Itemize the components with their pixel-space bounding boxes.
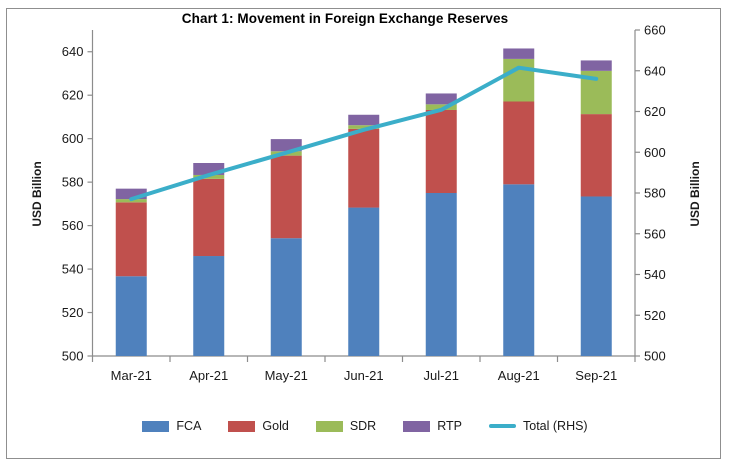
- x-axis-category-label: Jun-21: [344, 368, 384, 383]
- y-axis-left-tick-label: 640: [62, 44, 84, 59]
- y-axis-right-tick-label: 660: [644, 23, 666, 38]
- bar-segment-rtp-may-21: [270, 139, 302, 152]
- y-axis-left-tick-label: 580: [62, 175, 84, 190]
- bar-segment-gold-sep-21: [580, 114, 612, 197]
- y-axis-left-tick-label: 540: [62, 262, 84, 277]
- bar-segment-rtp-jul-21: [425, 93, 457, 105]
- x-axis-category-label: Sep-21: [575, 368, 617, 383]
- bar-segment-rtp-aug-21: [503, 48, 535, 59]
- x-axis-category-label: Jul-21: [424, 368, 459, 383]
- y-axis-right-tick-label: 540: [644, 267, 666, 282]
- bar-segment-sdr-jun-21: [348, 125, 380, 129]
- y-axis-left-tick-label: 500: [62, 349, 84, 364]
- legend-color-swatch: [142, 420, 170, 432]
- x-axis-category-label: Apr-21: [189, 368, 228, 383]
- bar-segment-rtp-jun-21: [348, 114, 380, 126]
- legend-label: Total (RHS): [523, 419, 588, 433]
- x-axis-category-label: Mar-21: [111, 368, 152, 383]
- legend-item-fca: FCA: [142, 419, 201, 433]
- legend-item-sdr: SDR: [315, 419, 377, 433]
- y-axis-right-tick-label: 560: [644, 226, 666, 241]
- bar-segment-rtp-apr-21: [193, 163, 225, 175]
- y-axis-right-tick-label: 600: [644, 145, 666, 160]
- legend-item-gold: Gold: [228, 419, 289, 433]
- x-axis-category-label: Aug-21: [498, 368, 540, 383]
- bar-segment-rtp-mar-21: [115, 188, 147, 200]
- total-line: [129, 65, 599, 202]
- bar-segment-gold-apr-21: [193, 178, 225, 257]
- bar-segment-sdr-aug-21: [503, 58, 535, 102]
- bar-segment-fca-jun-21: [348, 207, 380, 356]
- bar-segment-gold-aug-21: [503, 101, 535, 185]
- legend-color-swatch: [315, 420, 343, 432]
- bar-segment-fca-apr-21: [193, 256, 225, 356]
- chart-legend: FCA Gold SDR RTP Total (RHS): [0, 419, 730, 433]
- y-axis-right-tick-label: 640: [644, 63, 666, 78]
- bar-segment-rtp-sep-21: [580, 60, 612, 71]
- legend-label: RTP: [437, 419, 462, 433]
- bar-segment-gold-mar-21: [115, 202, 147, 277]
- x-axis-category-label: May-21: [265, 368, 308, 383]
- y-axis-right-tick-label: 500: [644, 349, 666, 364]
- bar-segment-fca-jul-21: [425, 193, 457, 356]
- y-axis-left-tick-label: 560: [62, 218, 84, 233]
- legend-label: SDR: [349, 419, 377, 433]
- chart-title: Chart 1: Movement in Foreign Exchange Re…: [181, 11, 509, 26]
- bar-segment-gold-jun-21: [348, 128, 380, 208]
- bar-segment-fca-may-21: [270, 238, 302, 356]
- legend-label: Gold: [262, 419, 289, 433]
- bar-segment-fca-mar-21: [115, 276, 147, 356]
- y-axis-left-tick-label: 620: [62, 88, 84, 103]
- y-axis-right-tick-label: 620: [644, 104, 666, 119]
- bar-segment-sdr-jul-21: [425, 104, 457, 110]
- y-axis-right-tick-label: 520: [644, 308, 666, 323]
- y-axis-left-tick-label: 520: [62, 305, 84, 320]
- y-axis-right-title: USD Billion: [688, 161, 702, 227]
- legend-color-swatch: [403, 420, 431, 432]
- y-axis-left-title: USD Billion: [30, 161, 44, 227]
- legend-line-swatch: [489, 424, 516, 428]
- y-axis-left-tick-label: 600: [62, 131, 84, 146]
- bar-segment-gold-jul-21: [425, 109, 457, 193]
- bar-segment-fca-sep-21: [580, 196, 612, 356]
- legend-label: FCA: [176, 419, 202, 433]
- y-axis-right-tick-label: 580: [644, 186, 666, 201]
- legend-item-rtp: RTP: [403, 419, 462, 433]
- legend-color-swatch: [228, 420, 256, 432]
- legend-item-total-rhs-: Total (RHS): [489, 419, 588, 433]
- bar-segment-fca-aug-21: [503, 184, 535, 356]
- bar-segment-gold-may-21: [270, 155, 302, 239]
